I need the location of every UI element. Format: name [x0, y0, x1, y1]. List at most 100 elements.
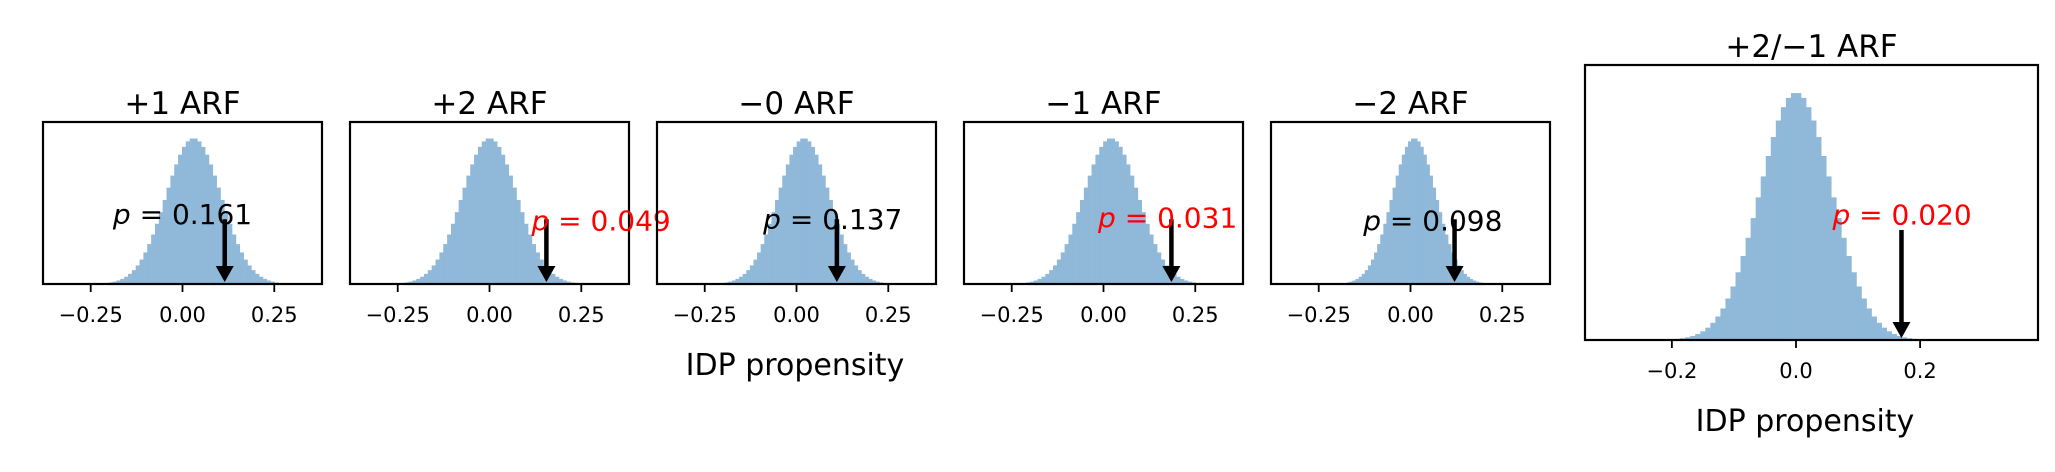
histogram-bar	[782, 175, 787, 284]
x-tick-label: −0.25	[980, 303, 1044, 327]
histogram-bar	[1423, 154, 1427, 284]
histogram-bar	[767, 223, 772, 284]
histogram-bar	[1695, 334, 1701, 340]
histogram-bar	[197, 141, 202, 284]
histogram-bar	[1750, 218, 1756, 340]
histogram-bar	[555, 276, 560, 284]
histogram-bar	[1130, 175, 1135, 284]
histogram-bar	[270, 281, 275, 284]
histogram-bar	[1831, 197, 1837, 340]
histogram-bar	[1041, 276, 1046, 284]
x-tick-label: 0.25	[1172, 303, 1219, 327]
histogram-bar	[1064, 244, 1069, 284]
histogram-bar	[1141, 212, 1146, 284]
histogram-bar	[232, 234, 237, 284]
x-tick-label: 0.00	[1080, 303, 1127, 327]
histogram-bar	[1110, 138, 1115, 284]
histogram-bar	[1846, 255, 1852, 340]
histogram-bar	[1180, 278, 1185, 284]
histogram-bar	[166, 187, 171, 284]
histogram-bars	[1675, 93, 1918, 341]
histogram-bar	[1091, 164, 1096, 284]
histogram-bar	[1361, 273, 1366, 284]
histogram-bar	[1740, 255, 1746, 340]
histogram-bars	[1340, 138, 1489, 284]
histogram-bar	[1720, 308, 1726, 340]
histogram-bar	[151, 234, 156, 284]
histogram-bar	[757, 252, 761, 284]
histogram-bar	[193, 138, 198, 284]
histogram-bar	[850, 259, 855, 284]
histogram-bar	[112, 281, 117, 284]
histogram-bar	[818, 164, 823, 284]
x-tick-label: −0.25	[59, 303, 123, 327]
histogram-bar	[1126, 164, 1131, 284]
histogram-bar	[174, 164, 179, 284]
histogram-bar	[1164, 265, 1169, 284]
histogram-bar	[739, 276, 743, 284]
observed-arrow-head	[1445, 266, 1464, 282]
panel-title: +1 ARF	[124, 86, 240, 122]
histogram-bar	[1871, 316, 1877, 340]
histogram-bar	[512, 187, 517, 284]
histogram-bar	[447, 234, 452, 284]
observed-arrow-head	[537, 266, 556, 282]
histogram-bar	[435, 259, 440, 284]
histogram-bar	[531, 244, 537, 284]
p-value-annotation: p = 0.020	[1831, 199, 1971, 232]
histogram-bar	[1821, 155, 1827, 340]
histogram-bar	[731, 280, 736, 284]
histogram-bar	[431, 265, 436, 284]
histogram-bar	[1160, 259, 1166, 284]
histogram-bar	[1184, 280, 1189, 284]
histogram-bar	[489, 138, 494, 284]
histogram-bar	[1072, 223, 1077, 284]
histogram-bar	[1836, 218, 1842, 340]
histogram-bar	[1448, 244, 1452, 284]
histogram-bar	[735, 278, 740, 284]
histogram-bar	[868, 278, 873, 284]
histogram-bar	[832, 212, 837, 284]
histogram-bar	[120, 278, 125, 284]
panel-3: −0 ARF −0.25 0.00 0.25 p = 0.137	[655, 86, 938, 327]
histogram-bar	[861, 273, 866, 284]
histogram-bar	[255, 273, 260, 284]
histogram-bar	[1392, 187, 1396, 284]
histogram-bar	[158, 212, 163, 284]
histogram-bar	[1730, 286, 1736, 340]
histogram-bar	[262, 278, 268, 284]
histogram-bar	[243, 259, 248, 284]
histogram-bar	[1886, 331, 1893, 340]
histogram-bar	[266, 280, 271, 284]
x-tick-label: 0.25	[558, 303, 605, 327]
histogram-bar	[1811, 120, 1817, 340]
histogram-bar	[1367, 265, 1372, 284]
histogram-bar	[247, 265, 252, 284]
histogram-bar	[1380, 234, 1384, 284]
histogram-bar	[1106, 138, 1112, 284]
x-tick-label: 0.0	[1779, 359, 1812, 383]
histogram-bar	[1441, 223, 1446, 284]
histogram-bar	[1145, 223, 1150, 284]
histogram-bar	[562, 280, 567, 284]
histogram-bar	[124, 276, 129, 284]
histogram-bar	[1856, 286, 1862, 340]
histogram-bar	[205, 154, 210, 284]
histogram-bar	[1056, 259, 1062, 284]
histogram-bar	[775, 199, 779, 284]
panel-title: +2/−1 ARF	[1725, 29, 1897, 65]
histogram-bar	[854, 265, 859, 284]
histogram-bar	[212, 175, 217, 284]
histogram-bar	[508, 175, 513, 284]
histogram-bar	[1826, 176, 1832, 340]
histogram-bar	[1705, 327, 1711, 340]
histogram-bar	[216, 187, 221, 284]
histogram-bar	[474, 154, 479, 284]
histogram-bar	[201, 146, 206, 284]
histogram-bar	[793, 146, 797, 284]
histogram-bar	[865, 276, 869, 284]
panel-4: −1 ARF −0.25 0.00 0.25 p = 0.031	[962, 86, 1245, 327]
x-tick-label: 0.00	[466, 303, 513, 327]
histogram-bar	[1463, 273, 1467, 284]
histogram-bar	[189, 138, 194, 284]
